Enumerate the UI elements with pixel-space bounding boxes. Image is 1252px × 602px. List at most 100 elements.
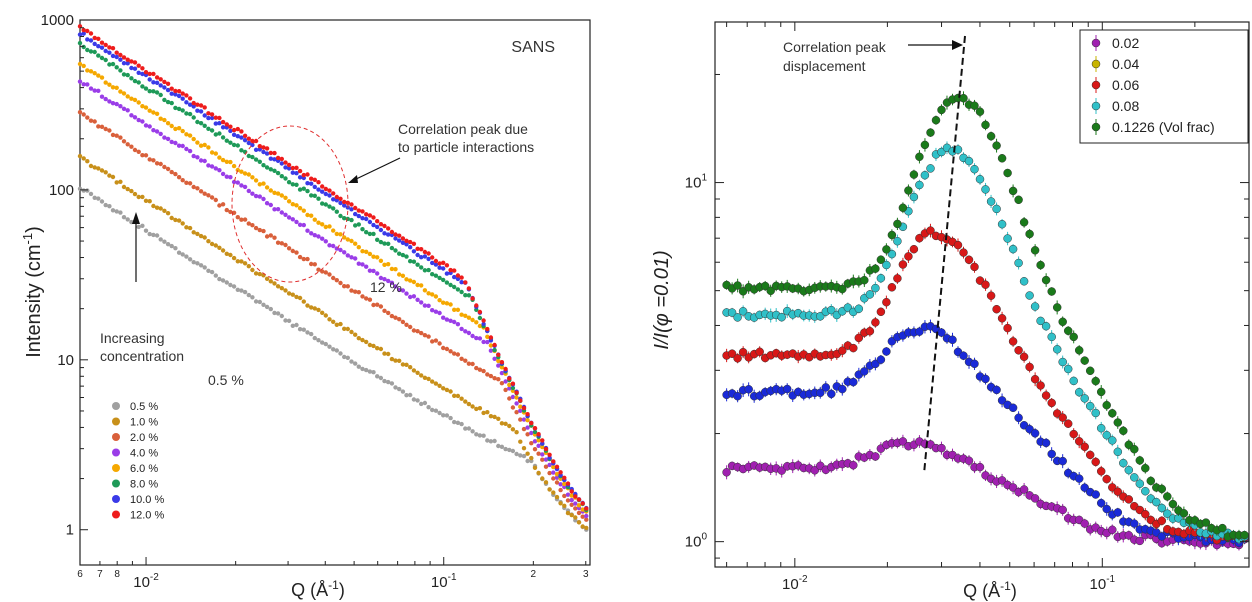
right-data-point [1096,423,1106,433]
left-y-axis-label: Intensity (cm-1) [20,226,45,358]
right-data-point [1080,442,1089,452]
left-data-point [301,222,306,228]
left-data-point [389,313,395,319]
left-data-point [264,151,270,156]
left-data-point [195,119,200,125]
left-data-point [371,222,376,228]
right-data-point [1025,362,1034,372]
right-data-point [992,204,1001,214]
right-data-point [1058,456,1067,466]
left-data-point [411,328,417,333]
left-data-point [492,356,497,361]
left-data-point [286,162,292,168]
left-data-point [323,186,328,192]
right-data-point [1069,332,1078,342]
left-data-point [169,100,174,106]
left-data-point [187,257,193,262]
right-data-point [959,248,968,257]
left-data-point [290,202,295,207]
right-series-4 [722,91,1249,543]
left-data-point [393,385,398,390]
right-data-point [1157,503,1167,513]
left-data-point [224,280,229,285]
right-data-point [882,347,891,356]
right-data-point [1135,479,1145,488]
left-data-point [554,475,560,480]
left-data-point [573,515,578,520]
left-data-point [496,443,501,449]
left-data-point [316,234,321,239]
left-x-minor-label: 3 [583,569,589,580]
right-data-point [876,355,886,364]
left-data-point [485,410,490,415]
left-x-tick-label: 10-2 [133,572,159,591]
right-data-point [1063,364,1073,374]
right-legend-label: 0.02 [1112,35,1139,51]
left-data-point [246,140,251,146]
left-data-point [264,234,270,239]
right-data-point [1019,352,1029,362]
left-data-point [198,121,204,126]
left-data-point [367,213,373,218]
left-data-point [573,494,578,499]
left-data-point [242,171,248,176]
left-data-point [360,249,365,254]
left-data-point [301,327,306,332]
left-data-point [488,439,494,444]
right-x-tick-label: 10-1 [1090,574,1116,593]
left-data-point [77,61,83,67]
left-data-point [209,128,215,133]
left-data-point [356,290,361,295]
left-data-point [224,207,229,213]
left-data-point [459,289,464,295]
right-data-point [727,308,737,317]
left-data-point [378,227,384,233]
right-data-point [865,290,875,299]
left-data-point [169,215,174,221]
right-y-tick-label: 100 [685,532,708,551]
left-data-point [283,318,288,323]
left-data-point [474,406,479,412]
left-data-point [547,462,552,468]
left-data-point [173,126,178,132]
left-data-point [510,381,516,386]
left-data-point [382,241,387,246]
right-data-point [1069,429,1078,439]
left-data-point [415,252,420,258]
left-data-point [121,72,127,77]
right-data-point [1113,418,1123,427]
left-data-point [198,143,204,148]
left-data-point [242,184,248,190]
right-data-point [1063,326,1073,336]
left-data-point [253,178,259,183]
left-data-point [378,275,384,281]
left-data-point [121,184,127,190]
left-data-point [323,313,328,318]
right-data-point [1102,504,1111,514]
left-data-point [143,198,149,203]
left-data-point [503,379,508,384]
left-data-point [165,81,171,87]
left-data-point [393,236,398,241]
left-data-point [558,501,563,506]
left-data-point [499,381,505,386]
left-data-point [378,304,384,309]
left-data-point [411,397,417,402]
right-data-point [1157,532,1167,541]
left-data-point [397,358,402,363]
left-data-point [419,401,424,407]
right-data-point [1074,387,1084,397]
left-data-point [441,315,446,320]
left-data-point [334,209,339,214]
left-data-point [140,84,145,89]
left-data-point [283,195,288,200]
left-data-point [338,321,343,327]
left-series-20 [77,110,589,522]
left-data-point [272,168,277,173]
left-data-point [444,346,450,352]
left-data-point [235,287,240,292]
right-data-point [849,343,858,353]
left-data-point [452,284,457,290]
left-data-point [371,343,376,349]
right-data-point [838,384,847,394]
